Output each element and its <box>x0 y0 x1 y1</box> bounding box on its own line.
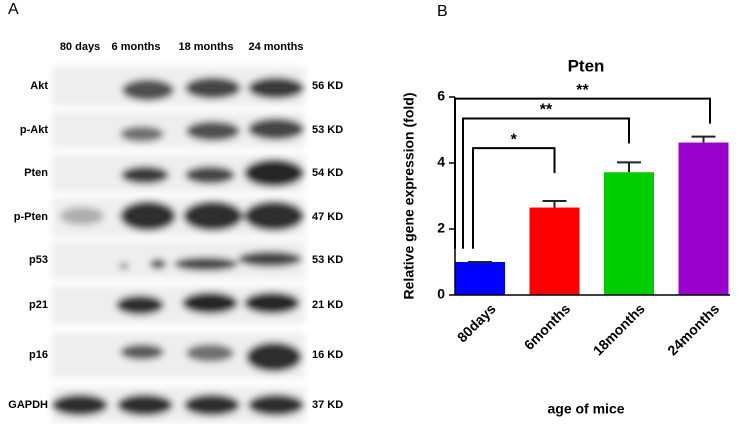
x-tick-label: 6months <box>521 300 574 353</box>
band <box>120 344 164 360</box>
size-label: 21 KD <box>312 299 343 311</box>
y-tick-label: 0 <box>437 286 445 302</box>
significance-bracket <box>454 97 711 249</box>
band <box>52 394 108 416</box>
x-tick-label: 18months <box>590 300 648 358</box>
panel-label: B <box>437 3 448 20</box>
significance-label: ** <box>576 82 589 99</box>
band <box>121 166 169 184</box>
size-label: 47 KD <box>312 211 343 223</box>
band <box>185 77 241 99</box>
band <box>248 394 304 416</box>
band <box>184 394 240 416</box>
protein-label: Akt <box>30 80 48 92</box>
column-header: 18 months <box>178 41 233 53</box>
protein-label: p21 <box>29 299 48 311</box>
bar <box>604 172 654 295</box>
band <box>119 263 129 269</box>
x-axis-label: age of mice <box>547 401 624 417</box>
band <box>185 166 235 184</box>
band <box>186 121 240 141</box>
y-tick-label: 6 <box>437 88 445 104</box>
protein-label: p-Akt <box>20 124 48 136</box>
band <box>244 159 304 187</box>
protein-label: p16 <box>29 349 48 361</box>
y-tick-label: 4 <box>437 154 445 170</box>
band <box>244 292 300 314</box>
band <box>122 79 174 101</box>
band <box>246 342 302 372</box>
band <box>117 394 173 416</box>
x-tick-label: 24months <box>664 300 722 358</box>
band <box>244 201 304 231</box>
band <box>238 251 302 267</box>
band <box>120 201 176 231</box>
significance-bracket <box>472 147 556 249</box>
band <box>60 207 104 225</box>
band <box>186 344 234 362</box>
column-header: 80 days <box>60 41 100 53</box>
size-label: 53 KD <box>312 254 343 266</box>
band <box>183 201 243 231</box>
size-label: 53 KD <box>312 124 343 136</box>
significance-label: * <box>511 131 518 148</box>
band <box>248 77 304 99</box>
bar <box>678 142 729 295</box>
band <box>116 295 164 315</box>
size-label: 56 KD <box>312 80 343 92</box>
bar <box>529 207 580 295</box>
y-tick-label: 2 <box>437 220 445 236</box>
band <box>174 257 238 271</box>
protein-label: Pten <box>24 167 48 179</box>
significance-label: ** <box>540 102 553 119</box>
significance-bracket <box>462 117 630 249</box>
band <box>120 126 164 142</box>
protein-label: p53 <box>29 254 48 266</box>
protein-label: GAPDH <box>8 399 48 411</box>
blot <box>52 67 305 423</box>
protein-label: p-Pten <box>14 211 49 223</box>
size-label: 16 KD <box>312 349 343 361</box>
chart-title: Pten <box>568 56 605 75</box>
x-tick-label: 80days <box>454 300 499 345</box>
column-header: 6 months <box>112 41 161 53</box>
band <box>182 292 238 314</box>
band <box>150 259 166 269</box>
y-axis-label: Relative gene expression (fold) <box>401 93 417 300</box>
panel-label: A <box>8 1 19 18</box>
size-label: 37 KD <box>312 399 343 411</box>
bar <box>455 262 505 295</box>
band <box>248 118 304 140</box>
column-header: 24 months <box>248 41 303 53</box>
size-label: 54 KD <box>312 167 343 179</box>
